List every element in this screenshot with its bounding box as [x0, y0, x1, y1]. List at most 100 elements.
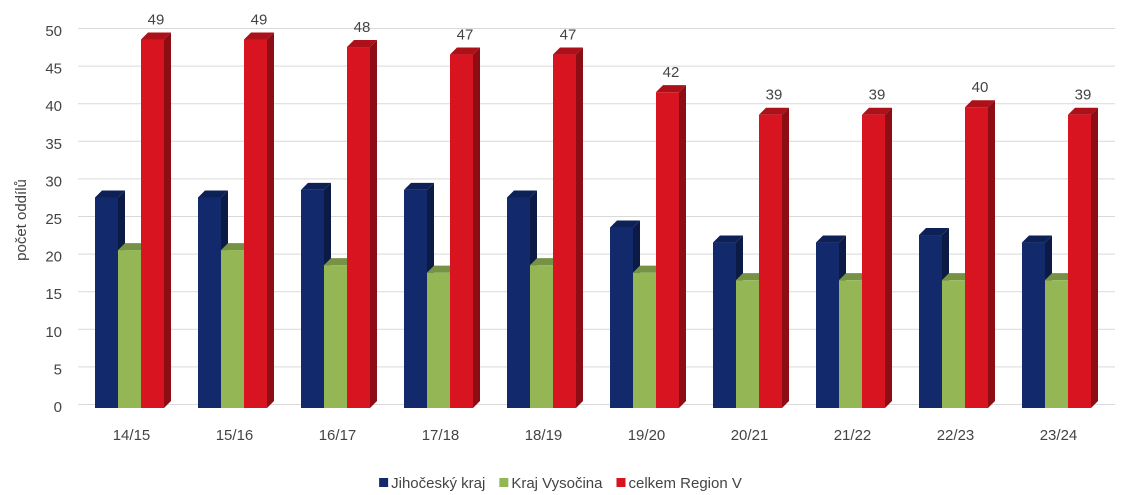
bar: [736, 280, 759, 408]
data-label: 40: [972, 79, 989, 96]
data-label: 49: [148, 11, 165, 28]
x-tick-label: 14/15: [113, 427, 151, 444]
data-label: 47: [457, 27, 474, 44]
bar: [759, 114, 782, 408]
y-tick-label: 20: [45, 249, 62, 266]
bar-top: [1068, 107, 1098, 115]
bar: [530, 265, 553, 408]
bar: [198, 197, 221, 408]
data-label: 48: [354, 19, 371, 36]
x-tick-label: 16/17: [319, 427, 357, 444]
bar-top: [427, 265, 457, 273]
bar: [633, 272, 656, 408]
bar: [610, 227, 633, 408]
bar: [95, 197, 118, 408]
x-tick-label: 19/20: [628, 427, 666, 444]
bar: [965, 107, 988, 408]
x-tick-label: 17/18: [422, 427, 460, 444]
bar-side: [885, 107, 892, 408]
bar: [839, 280, 862, 408]
bar-top: [141, 32, 171, 40]
bar: [816, 242, 839, 408]
bar: [404, 189, 427, 408]
bar-top: [347, 40, 377, 48]
bar-top: [324, 258, 354, 266]
bar-top: [198, 190, 228, 198]
bar-top: [530, 258, 560, 266]
bar: [553, 54, 576, 409]
bar: [450, 54, 473, 409]
bar: [347, 47, 370, 408]
y-tick-label: 0: [54, 399, 62, 416]
y-tick-label: 40: [45, 98, 62, 115]
x-tick-label: 18/19: [525, 427, 563, 444]
y-tick-label: 50: [45, 23, 62, 40]
bar-side: [782, 107, 789, 408]
bar-side: [1091, 107, 1098, 408]
bar-side: [164, 32, 171, 409]
y-tick-label: 25: [45, 211, 62, 228]
bar-top: [553, 47, 583, 55]
data-label: 42: [663, 64, 680, 81]
bar: [301, 189, 324, 408]
bar: [919, 235, 942, 408]
legend-swatch: [379, 478, 389, 487]
data-label: 39: [1075, 87, 1092, 104]
bar-top: [965, 100, 995, 108]
bar-side: [267, 32, 274, 409]
bar-top: [610, 220, 640, 228]
x-tick-label: 20/21: [731, 427, 769, 444]
bar: [713, 242, 736, 408]
bar: [1045, 280, 1068, 408]
bar: [221, 250, 244, 408]
bar: [244, 39, 267, 409]
bar-top: [656, 85, 686, 93]
bar-top: [244, 32, 274, 40]
bar-top: [942, 273, 972, 281]
bar-side: [370, 40, 377, 408]
y-tick-label: 30: [45, 173, 62, 190]
bar-top: [1022, 235, 1052, 243]
bar-top: [839, 273, 869, 281]
bar-top: [301, 182, 331, 190]
bar: [118, 250, 141, 408]
bar-top: [736, 273, 766, 281]
legend-swatch: [499, 478, 509, 487]
bar-top: [404, 182, 434, 190]
legend-swatch: [616, 478, 626, 487]
y-tick-label: 15: [45, 286, 62, 303]
bar: [1022, 242, 1045, 408]
bar: [1068, 114, 1091, 408]
x-tick-label: 21/22: [834, 427, 872, 444]
legend-label: Jihočeský kraj: [391, 475, 485, 492]
bar-side: [679, 85, 686, 408]
legend: Jihočeský kraj Kraj Vysočina celkem Region…: [379, 475, 742, 492]
bar: [507, 197, 530, 408]
bar-top: [450, 47, 480, 55]
bar: [324, 265, 347, 408]
bar: [942, 280, 965, 408]
bar-side: [988, 100, 995, 408]
data-label: 47: [560, 27, 577, 44]
bar: [141, 39, 164, 409]
y-tick-label: 5: [54, 361, 62, 378]
bar-side: [576, 47, 583, 409]
bar-top: [95, 190, 125, 198]
x-tick-label: 23/24: [1040, 427, 1078, 444]
bar-top: [118, 243, 148, 251]
bar-top: [507, 190, 537, 198]
y-axis-label: počet oddílů: [13, 179, 30, 261]
data-label: 39: [869, 87, 886, 104]
bar-top: [759, 107, 789, 115]
bar-top: [221, 243, 251, 251]
bar: [656, 92, 679, 408]
y-tick-label: 35: [45, 136, 62, 153]
bar-top: [862, 107, 892, 115]
legend-label: celkem Region V: [628, 475, 741, 492]
x-tick-label: 22/23: [937, 427, 975, 444]
x-tick-label: 15/16: [216, 427, 254, 444]
y-tick-label: 45: [45, 61, 62, 78]
legend-label: Kraj Vysočina: [511, 475, 603, 492]
bar-top: [633, 265, 663, 273]
